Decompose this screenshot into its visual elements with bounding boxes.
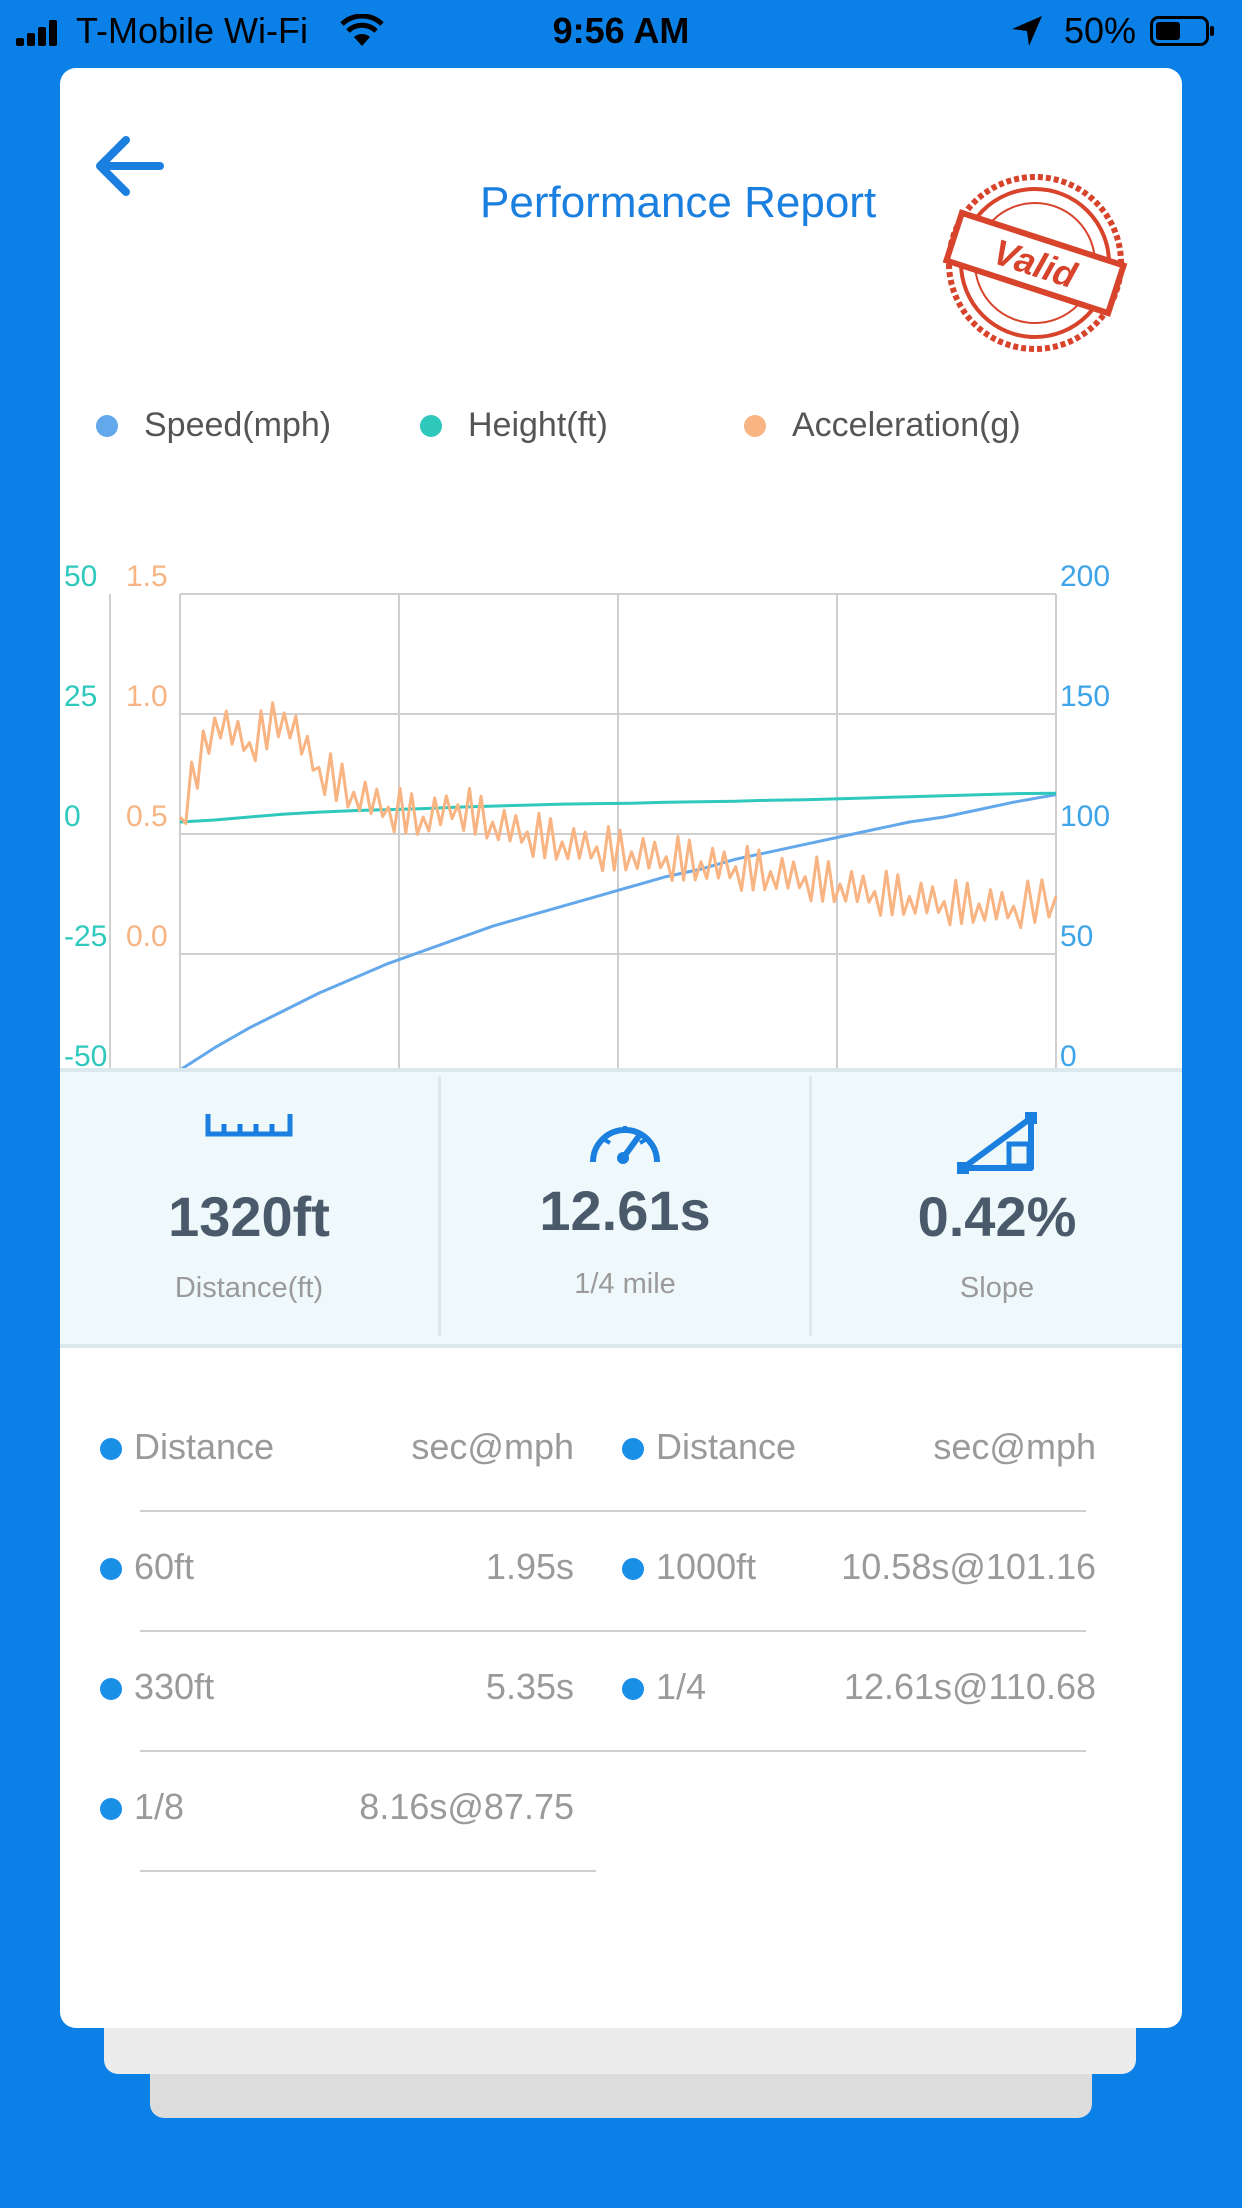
row-value: 1.95s xyxy=(485,1546,574,1587)
stat-distance: 1320ft Distance(ft) xyxy=(60,1072,438,1344)
accel-axis-tick: 0.0 xyxy=(126,920,168,953)
table-header-right: Distance sec@mph xyxy=(622,1388,1096,1508)
series-line-height-ft- xyxy=(179,791,1057,824)
speed-axis-tick: 50 xyxy=(1060,920,1093,953)
speed-axis-tick: 0 xyxy=(1060,1040,1077,1073)
battery-percent: 50% xyxy=(1064,10,1137,51)
row-label: 1/4 xyxy=(656,1666,707,1707)
report-card: Performance Report Valid Speed(mph) Heig… xyxy=(60,68,1182,2028)
speed-axis-tick: 150 xyxy=(1060,680,1110,713)
header-value: sec@mph xyxy=(933,1426,1096,1467)
accel-axis-tick: 1.5 xyxy=(126,560,168,593)
speedometer-icon xyxy=(590,1126,660,1164)
ruler-icon xyxy=(205,1114,293,1137)
height-axis-tick: 25 xyxy=(64,680,97,713)
legend-label: Height(ft) xyxy=(468,406,608,444)
bullet-dot xyxy=(100,1558,122,1580)
row-divider xyxy=(140,1630,1086,1632)
table-row: 330ft 5.35s xyxy=(100,1628,574,1748)
header-label: Distance xyxy=(656,1426,797,1467)
height-axis-tick: 50 xyxy=(64,560,97,593)
height-axis-tick: 0 xyxy=(64,800,81,833)
slope-value: 0.42% xyxy=(917,1185,1077,1248)
table-row: 1/8 8.16s@87.75 xyxy=(100,1748,574,1868)
row-divider xyxy=(140,1510,1086,1512)
legend-item-height: Height(ft) xyxy=(420,406,608,445)
cellular-signal-icon xyxy=(16,20,68,46)
row-label: 1/8 xyxy=(134,1786,185,1827)
chart-legend: Speed(mph) Height(ft) Acceleration(g) xyxy=(60,406,1182,466)
legend-dot xyxy=(420,414,442,437)
location-arrow-icon xyxy=(1012,16,1042,46)
valid-stamp: Valid xyxy=(942,174,1128,352)
bullet-dot xyxy=(622,1558,644,1580)
divider xyxy=(809,1076,812,1336)
stat-slope: 0.42% Slope xyxy=(812,1072,1182,1344)
row-divider xyxy=(140,1870,596,1872)
quarter-mile-value: 12.61s xyxy=(539,1179,711,1242)
performance-chart: 50 25 0 -25 -50 1.5 1.0 0.5 0.0 200 150 100 50 0 xyxy=(64,560,1110,1073)
row-value: 10.58s@101.16 xyxy=(841,1546,1096,1587)
height-axis-tick: -50 xyxy=(64,1040,107,1073)
divider xyxy=(438,1076,441,1336)
header-label: Distance xyxy=(134,1426,275,1467)
wifi-icon xyxy=(340,14,384,46)
carrier-name: T-Mobile Wi-Fi xyxy=(76,10,308,51)
legend-item-acceleration: Acceleration(g) xyxy=(744,406,1021,445)
legend-label: Acceleration(g) xyxy=(792,406,1021,444)
legend-label: Speed(mph) xyxy=(144,406,332,444)
speed-axis-tick: 200 xyxy=(1060,560,1110,593)
table-row: 60ft 1.95s xyxy=(100,1508,574,1628)
bullet-dot xyxy=(100,1678,122,1700)
bullet-dot xyxy=(622,1438,644,1460)
row-label: 60ft xyxy=(134,1546,195,1587)
accel-axis-tick: 0.5 xyxy=(126,800,168,833)
height-axis-tick: -25 xyxy=(64,920,107,953)
bullet-dot xyxy=(622,1678,644,1700)
accel-axis-tick: 1.0 xyxy=(126,680,168,713)
legend-dot xyxy=(744,414,766,437)
row-value: 5.35s xyxy=(485,1666,574,1707)
slope-label: Slope xyxy=(959,1272,1035,1304)
row-value: 8.16s@87.75 xyxy=(359,1786,574,1827)
stats-panel: 1320ft Distance(ft) 12.61s 1/4 mile 0.42… xyxy=(60,1068,1182,1348)
status-bar: T-Mobile Wi-Fi 9:56 AM 50% xyxy=(0,0,1242,62)
legend-item-speed: Speed(mph) xyxy=(96,406,331,445)
row-divider xyxy=(140,1750,1086,1752)
speed-axis-tick: 100 xyxy=(1060,800,1110,833)
slope-icon xyxy=(957,1112,1037,1174)
quarter-mile-label: 1/4 mile xyxy=(574,1268,676,1300)
row-label: 1000ft xyxy=(656,1546,757,1587)
bullet-dot xyxy=(100,1438,122,1460)
table-row: 1/4 12.61s@110.68 xyxy=(622,1628,1096,1748)
status-time: 9:56 AM xyxy=(552,10,690,51)
distance-value: 1320ft xyxy=(168,1185,330,1248)
header-value: sec@mph xyxy=(411,1426,574,1467)
row-label: 330ft xyxy=(134,1666,215,1707)
series-line-speed-mph- xyxy=(179,793,1057,1072)
row-value: 12.61s@110.68 xyxy=(843,1666,1096,1707)
legend-dot xyxy=(96,414,118,437)
distance-label: Distance(ft) xyxy=(174,1272,324,1304)
stat-quarter-mile: 12.61s 1/4 mile xyxy=(441,1072,809,1344)
page-title: Performance Report xyxy=(480,178,877,227)
series-line-acceleration-g- xyxy=(178,701,1058,930)
table-header-left: Distance sec@mph xyxy=(100,1388,574,1508)
battery-icon xyxy=(1150,16,1214,46)
table-row: 1000ft 10.58s@101.16 xyxy=(622,1508,1096,1628)
bullet-dot xyxy=(100,1798,122,1820)
back-arrow-icon[interactable] xyxy=(88,126,168,206)
